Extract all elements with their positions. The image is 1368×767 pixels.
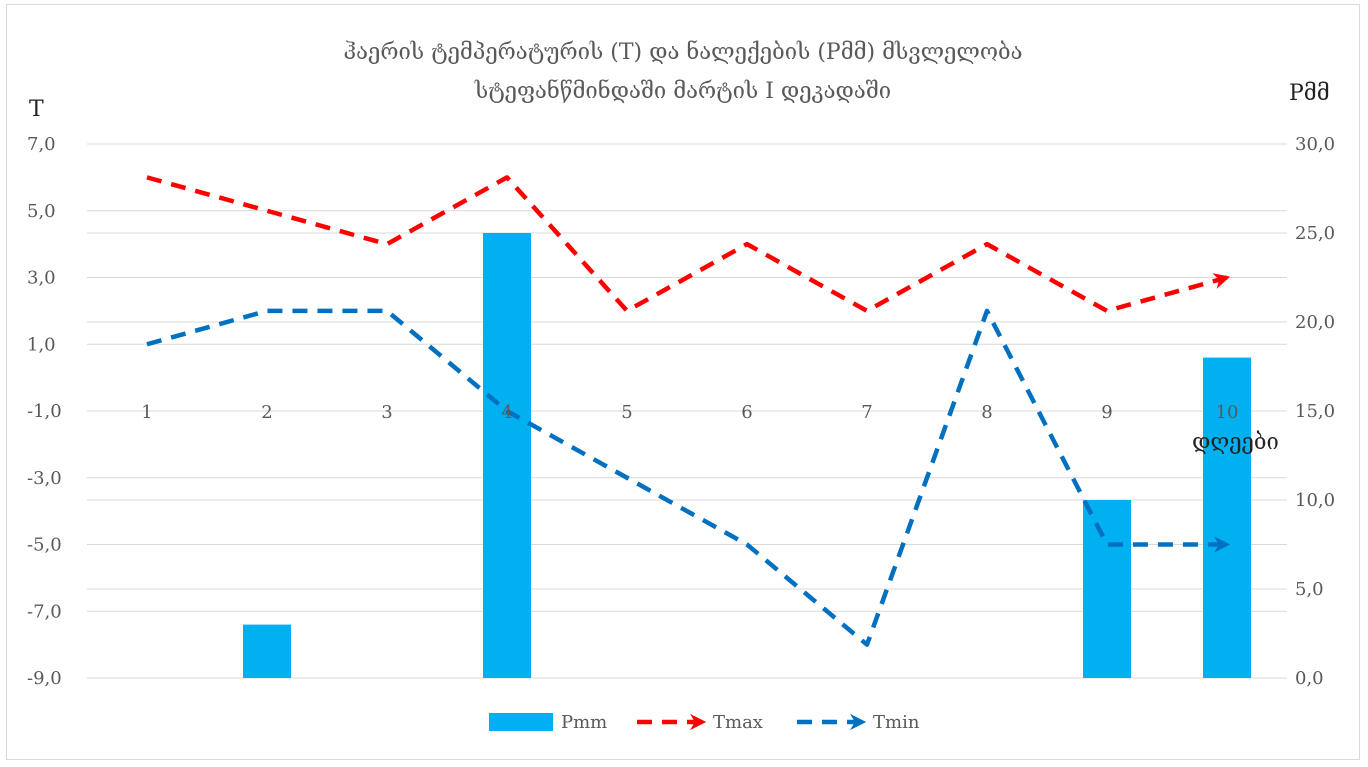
bar-pmm bbox=[1083, 500, 1131, 678]
bar-pmm bbox=[243, 624, 291, 678]
left-axis-ticks: 7,0 5,0 3,0 1,0 -1,0 -3,0 -5,0 -7,0 -9,0 bbox=[27, 134, 62, 689]
left-tick-label: 1,0 bbox=[27, 334, 56, 355]
right-tick-label: 0,0 bbox=[1295, 668, 1324, 689]
category-label: 8 bbox=[981, 402, 992, 423]
legend-swatch-pmm bbox=[489, 713, 553, 731]
line-tmin bbox=[146, 308, 1231, 647]
bar-pmm bbox=[483, 233, 531, 678]
left-tick-label: 7,0 bbox=[27, 134, 56, 155]
line-series bbox=[146, 175, 1231, 647]
category-label: 6 bbox=[741, 402, 752, 423]
category-labels: 1 2 3 4 5 6 7 8 9 10 bbox=[141, 402, 1238, 423]
category-label: 2 bbox=[261, 402, 272, 423]
chart-title-line1: ჰაერის ტემპერატურის (T) და ნალექების (Pმ… bbox=[344, 39, 1023, 65]
category-label: 4 bbox=[501, 402, 512, 423]
bar-series-pmm bbox=[243, 233, 1251, 678]
left-tick-label: 3,0 bbox=[27, 268, 56, 289]
category-label: 10 bbox=[1216, 402, 1239, 423]
left-axis-title: T bbox=[29, 97, 44, 122]
legend-label: Tmin bbox=[873, 712, 920, 733]
left-tick-label: -9,0 bbox=[27, 668, 62, 689]
right-tick-label: 30,0 bbox=[1295, 134, 1335, 155]
category-label: 3 bbox=[381, 402, 392, 423]
right-tick-label: 15,0 bbox=[1295, 401, 1335, 422]
chart: ჰაერის ტემპერატურის (T) და ნალექების (Pმ… bbox=[27, 39, 1335, 733]
category-label: 1 bbox=[141, 402, 152, 423]
x-axis-title: დღეები bbox=[1192, 430, 1279, 455]
chart-frame: ჰაერის ტემპერატურის (T) და ნალექების (Pმ… bbox=[6, 4, 1360, 760]
legend: Pmm Tmax Tmin bbox=[489, 712, 920, 733]
bar-pmm bbox=[1203, 357, 1251, 678]
chart-title-line2: სტეფანწმინდაში მარტის I დეკადაში bbox=[474, 78, 891, 104]
category-label: 9 bbox=[1101, 402, 1112, 423]
left-tick-label: 5,0 bbox=[27, 201, 56, 222]
legend-label: Tmax bbox=[713, 712, 763, 733]
left-tick-label: -5,0 bbox=[27, 535, 62, 556]
line-tmax bbox=[146, 175, 1231, 314]
right-tick-label: 20,0 bbox=[1295, 312, 1335, 333]
left-tick-label: -3,0 bbox=[27, 468, 62, 489]
right-tick-label: 5,0 bbox=[1295, 579, 1324, 600]
left-tick-label: -1,0 bbox=[27, 401, 62, 422]
right-tick-label: 10,0 bbox=[1295, 490, 1335, 511]
right-axis-title: Pმმ bbox=[1289, 81, 1330, 106]
category-label: 5 bbox=[621, 402, 632, 423]
right-tick-label: 25,0 bbox=[1295, 223, 1335, 244]
right-axis-ticks: 30,0 25,0 20,0 15,0 10,0 5,0 0,0 bbox=[1295, 134, 1335, 689]
left-tick-label: -7,0 bbox=[27, 601, 62, 622]
legend-label: Pmm bbox=[561, 712, 607, 733]
category-label: 7 bbox=[861, 402, 872, 423]
